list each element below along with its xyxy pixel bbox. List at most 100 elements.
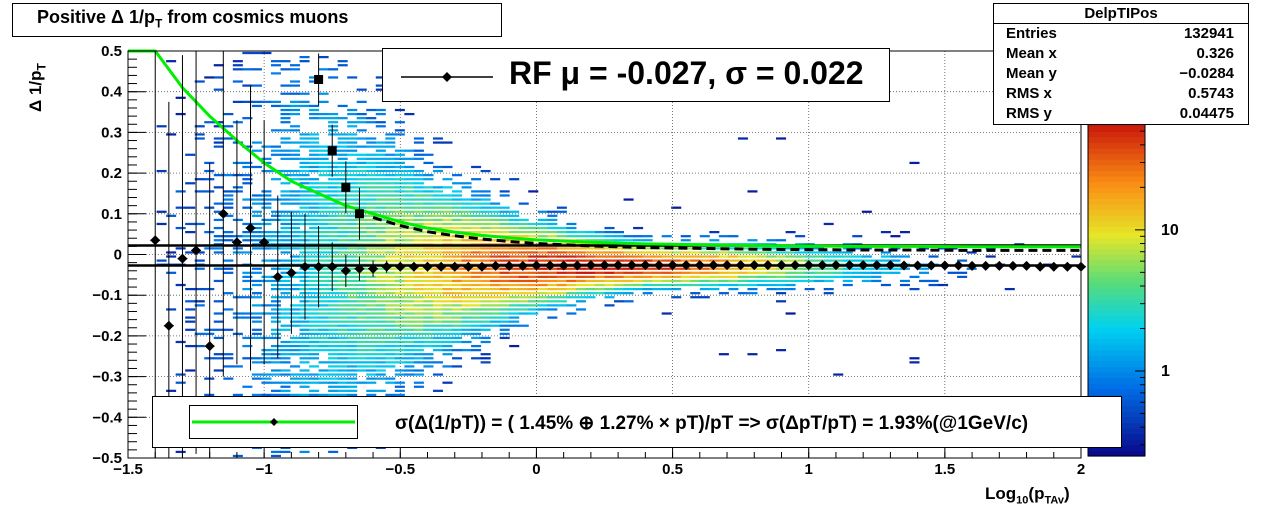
heatmap-cell <box>232 251 243 254</box>
heatmap-cell <box>261 304 272 307</box>
heatmap-cell <box>509 239 520 242</box>
heatmap-cell <box>442 226 453 230</box>
heatmap-cell <box>299 373 310 376</box>
heatmap-cell <box>471 308 482 311</box>
heatmap-cell <box>299 361 310 364</box>
heatmap-cell <box>413 304 424 307</box>
heatmap-cell <box>385 239 396 242</box>
mean-point <box>776 260 787 271</box>
heatmap-cell <box>156 222 167 226</box>
heatmap-cell <box>499 194 510 197</box>
heatmap-cell <box>309 112 320 116</box>
heatmap-cell <box>509 275 520 279</box>
heatmap-cell <box>594 292 605 295</box>
mean-point <box>912 260 923 271</box>
palette-step <box>1088 226 1145 233</box>
heatmap-cell <box>309 324 320 327</box>
heatmap-cell <box>366 182 377 185</box>
heatmap-cell <box>528 296 539 299</box>
heatmap-cell <box>356 117 367 120</box>
heatmap-cell <box>356 247 367 250</box>
heatmap-cell <box>490 251 501 254</box>
heatmap-cell <box>299 336 310 340</box>
heatmap-cell <box>261 312 272 315</box>
y-tick-label: −0.2 <box>92 328 122 345</box>
heatmap-cell <box>318 259 329 262</box>
heatmap-cell <box>223 308 234 311</box>
heatmap-cell <box>509 226 520 230</box>
heatmap-cell <box>337 157 348 160</box>
heatmap-cell <box>699 247 710 250</box>
heatmap-cell <box>461 214 472 217</box>
heatmap-cell <box>270 308 281 311</box>
heatmap-cell <box>432 328 443 331</box>
heatmap-cell <box>394 198 405 201</box>
heatmap-cell <box>356 169 367 173</box>
heatmap-cell <box>375 389 386 392</box>
heatmap-cell <box>194 133 205 136</box>
heatmap-cell <box>785 255 796 258</box>
heatmap-cell <box>814 275 825 279</box>
heatmap-cell <box>309 108 320 112</box>
heatmap-cell <box>309 344 320 348</box>
heatmap-cell <box>337 344 348 348</box>
heatmap-cell <box>175 206 186 209</box>
mean-point <box>926 260 937 271</box>
heatmap-cell <box>185 320 196 323</box>
heatmap-cell <box>413 235 424 238</box>
heatmap-cell <box>461 308 472 311</box>
heatmap-cell <box>423 271 434 274</box>
mean-point <box>313 261 324 272</box>
heatmap-cell <box>880 230 891 234</box>
y-tick-label: 0.5 <box>101 43 122 60</box>
heatmap-cell <box>223 194 234 197</box>
heatmap-cell <box>928 279 939 283</box>
heatmap-cell <box>423 283 434 287</box>
heatmap-cell <box>452 357 463 360</box>
heatmap-cell <box>623 300 634 303</box>
heatmap-cell <box>537 259 548 262</box>
heatmap-cell <box>328 186 339 189</box>
heatmap-cell <box>614 235 625 238</box>
heatmap-cell <box>518 324 529 327</box>
heatmap-cell <box>328 377 339 380</box>
heatmap-cell <box>366 365 377 368</box>
heatmap-cell <box>309 381 320 384</box>
heatmap-cell <box>690 259 701 262</box>
palette-step <box>1088 383 1145 390</box>
heatmap-cell <box>442 316 453 319</box>
mean-point <box>354 263 365 274</box>
heatmap-cell <box>718 279 729 283</box>
heatmap-cell <box>452 271 463 274</box>
heatmap-cell <box>423 239 434 242</box>
heatmap-cell <box>432 206 443 209</box>
heatmap-cell <box>499 222 510 226</box>
heatmap-cell <box>785 251 796 254</box>
heatmap-cell <box>290 308 301 311</box>
heatmap-cell <box>309 259 320 262</box>
heatmap-cell <box>480 206 491 209</box>
heatmap-cell <box>909 275 920 279</box>
heatmap-cell <box>842 255 853 258</box>
heatmap-cell <box>166 60 177 63</box>
heatmap-cell <box>442 186 453 189</box>
heatmap-cell <box>375 76 386 79</box>
heatmap-cell <box>290 222 301 226</box>
heatmap-cell <box>776 283 787 287</box>
heatmap-cell <box>385 283 396 287</box>
palette-step <box>1088 153 1145 160</box>
heatmap-cell <box>366 377 377 380</box>
heatmap-cell <box>471 202 482 205</box>
heatmap-cell <box>423 174 434 177</box>
heatmap-cell <box>375 373 386 376</box>
heatmap-cell <box>432 235 443 238</box>
heatmap-cell <box>680 239 691 242</box>
heatmap-cell <box>623 271 634 274</box>
heatmap-cell <box>823 292 834 295</box>
heatmap-cell <box>394 214 405 217</box>
heatmap-cell <box>166 214 177 217</box>
heatmap-cell <box>280 393 291 397</box>
heatmap-cell <box>261 381 272 384</box>
heatmap-cell <box>480 226 491 230</box>
palette-step <box>1088 316 1145 323</box>
